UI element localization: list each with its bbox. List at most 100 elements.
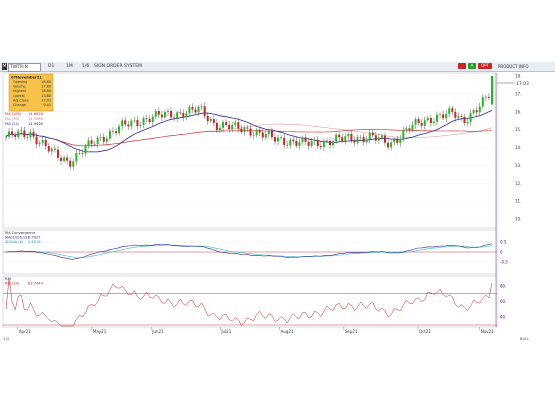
ma100-value: 14.6656 — [28, 112, 44, 116]
candle-body — [365, 139, 368, 143]
candle-body — [47, 146, 50, 152]
info-label: Volume — [13, 85, 26, 89]
ma50-value: 14.5968 — [28, 117, 44, 121]
candle-body — [475, 110, 478, 113]
x-tick-label: Oct21 — [419, 329, 431, 334]
ma50-label: MA (50) — [5, 117, 20, 121]
candle-body — [102, 136, 105, 142]
candle-body — [408, 128, 411, 131]
rsi-polyline — [5, 277, 493, 327]
chart-area[interactable]: 17.03 18. 17. 16. 15. 14. 13. 12. 11. 10. 07Nove… — [0, 71, 555, 343]
candle-body — [420, 122, 423, 126]
candle-body — [469, 113, 472, 122]
candle-body — [139, 124, 142, 126]
candle-body — [127, 124, 130, 127]
candle-body — [322, 140, 325, 147]
info-label: Adj.Close — [13, 98, 29, 102]
candle-body — [298, 142, 301, 146]
candle-body — [108, 130, 111, 139]
signal-value: 0.4918 — [28, 240, 41, 244]
ma21-value: 14.9406 — [28, 122, 44, 126]
candle-body — [463, 116, 466, 124]
candle-body — [454, 111, 457, 118]
candle-body — [11, 131, 14, 136]
price-tick-label: 11. — [515, 199, 521, 204]
macd-axis: 0.5 0 -0.5 — [500, 240, 508, 265]
candle-body — [203, 106, 206, 116]
symbol-input[interactable]: TWTR:N — [8, 63, 41, 72]
option-button[interactable]: OPT — [478, 63, 492, 69]
candle-body — [402, 129, 405, 140]
signal-label: SIGNAL(9) — [5, 240, 24, 244]
rsi-label: RSI (14) — [5, 282, 20, 286]
candle-body — [44, 140, 47, 147]
candle-body — [332, 141, 335, 146]
candle-body — [148, 118, 151, 123]
candle-body — [151, 116, 154, 123]
price-tick-label: 13. — [515, 163, 521, 168]
candle-body — [478, 106, 481, 113]
candle-body — [99, 136, 102, 138]
price-tick-label: 18. — [515, 74, 521, 79]
candle-body — [50, 148, 53, 152]
candle-body — [261, 132, 264, 138]
candle-body — [32, 131, 35, 137]
last-price-label: 17.03 — [516, 81, 529, 87]
macd-tick-label: 0 — [500, 250, 503, 255]
candle-body — [60, 157, 63, 161]
rsi-line — [5, 277, 493, 327]
price-tick-label: 16. — [515, 109, 521, 114]
candle-body — [170, 111, 173, 118]
candle-body — [380, 135, 383, 138]
candle-body — [96, 137, 99, 145]
candle-body — [182, 113, 185, 118]
chart-type-label[interactable]: SIGN ORDER SYSTEM — [94, 64, 142, 69]
candle-body — [472, 110, 475, 114]
auto-button[interactable]: A — [468, 63, 476, 69]
candle-body — [185, 113, 188, 118]
interval-button-d1[interactable]: D1 — [48, 64, 55, 69]
interval-button-1m[interactable]: 1M — [66, 64, 73, 69]
price-tick-label: 10. — [515, 217, 521, 222]
price-tick-label: 17. — [515, 91, 521, 96]
candle-body — [414, 119, 417, 125]
candle-body — [237, 122, 240, 129]
candle-body — [270, 130, 273, 138]
info-date: 07November21 — [11, 76, 42, 80]
candle-body — [347, 133, 350, 137]
rsi-value: 83.7444 — [28, 282, 44, 286]
candle-body — [359, 137, 362, 138]
x-tick-label: Sep21 — [345, 329, 358, 334]
stock-chart[interactable]: 17.03 18. 17. 16. 15. 14. 13. 12. 11. 10. 07Nove… — [0, 71, 555, 343]
rsi-axis: 80. 60. 40. — [500, 283, 506, 319]
candle-body — [405, 128, 408, 130]
candle-body — [66, 157, 69, 161]
candle-body — [426, 118, 429, 121]
price-panel — [2, 72, 498, 229]
x-tick-label: Jul21 — [220, 329, 231, 334]
alert-button[interactable] — [458, 63, 466, 69]
date-axis: Apr21 May21 Jun21 Jul21 Aug21 Sep21 Oct21 Nov21 — [17, 327, 494, 334]
candle-body — [167, 111, 169, 113]
info-value: 16.80 — [41, 80, 51, 84]
range-control[interactable]: 1/6 — [82, 64, 90, 69]
x-tick-label: Apr21 — [19, 329, 31, 334]
candle-body — [78, 152, 81, 154]
macd-title: MA Convergence — [5, 231, 36, 235]
candle-body — [319, 146, 322, 147]
candle-body — [442, 114, 445, 119]
info-value: 0.41 — [43, 103, 51, 107]
candle-body — [8, 131, 11, 137]
price-axis: 18. 17. 16. 15. 14. 13. 12. 11. 10. — [515, 74, 521, 222]
product-info-link[interactable]: PRODUCT INFO — [498, 64, 529, 69]
candle-body — [310, 141, 313, 146]
candle-body — [377, 137, 380, 141]
candle-body — [286, 144, 289, 146]
candle-body — [338, 134, 341, 138]
candle-body — [267, 130, 270, 134]
menu-icon[interactable]: M — [2, 63, 7, 70]
candle-body — [466, 121, 469, 124]
x-tick-label: Aug21 — [281, 329, 294, 334]
candle-body — [176, 112, 179, 119]
candle-body — [29, 131, 32, 138]
